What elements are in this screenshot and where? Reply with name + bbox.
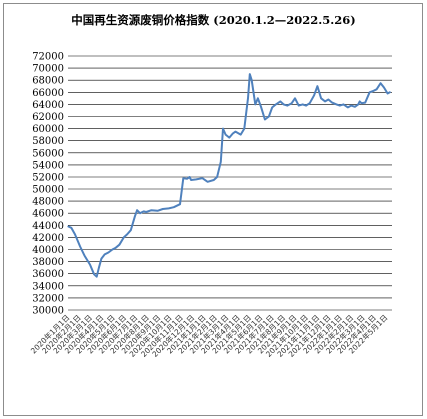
y-axis-tick-labels: 30000 32000340003600038000400004200044000… bbox=[32, 52, 64, 317]
y-tick-label: 62000 bbox=[32, 112, 64, 123]
chart-frame bbox=[3, 3, 423, 416]
y-tick-label: 58000 bbox=[32, 136, 64, 147]
y-tick-label: 72000 bbox=[32, 52, 64, 63]
y-tick-label: 36000 bbox=[32, 269, 64, 280]
y-tick-label: 38000 bbox=[32, 257, 64, 268]
y-tick-label: 54000 bbox=[32, 160, 64, 171]
x-axis-tick-labels: 2020年1月1日2020年2月1日2020年3月1日2020年4月1日2020… bbox=[28, 312, 389, 359]
y-tick-label: 40000 bbox=[32, 245, 64, 256]
series-layer bbox=[67, 73, 391, 278]
chart-title: 中国再生资源废铜价格指数 (2020.1.2—2022.5.26) bbox=[71, 13, 356, 27]
y-tick-label: 60000 bbox=[32, 124, 64, 135]
y-tick-label: 30000 bbox=[32, 306, 64, 317]
series-line bbox=[67, 73, 391, 278]
y-tick-label: 42000 bbox=[32, 233, 64, 244]
y-tick-label: 66000 bbox=[32, 88, 64, 99]
y-tick-label: 48000 bbox=[32, 197, 64, 208]
y-tick-label: 56000 bbox=[32, 148, 64, 159]
y-tick-label: 50000 bbox=[32, 185, 64, 196]
y-tick-label: 46000 bbox=[32, 209, 64, 220]
y-tick-label: 64000 bbox=[32, 100, 64, 111]
y-tick-label: 52000 bbox=[32, 173, 64, 184]
y-tick-label: 68000 bbox=[32, 76, 64, 87]
y-tick-label: 34000 bbox=[32, 281, 64, 292]
gridlines bbox=[68, 55, 392, 311]
y-tick-label: 70000 bbox=[32, 64, 64, 75]
y-tick-label: 32000 bbox=[32, 293, 64, 304]
y-tick-label: 44000 bbox=[32, 221, 64, 232]
